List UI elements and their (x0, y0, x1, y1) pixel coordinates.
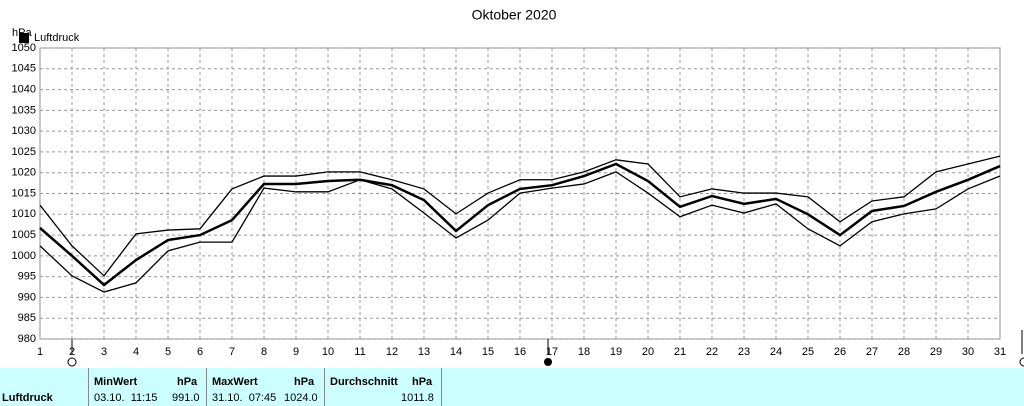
x-tick-label: 4 (133, 346, 139, 358)
min-title: MinWert (94, 376, 138, 388)
separator (88, 368, 89, 406)
y-tick-label: 1050 (12, 42, 36, 54)
x-tick-label: 18 (578, 346, 590, 358)
x-tick-label: 19 (610, 346, 622, 358)
separator (324, 368, 325, 406)
x-tick-label: 30 (962, 346, 974, 358)
legend-label: Luftdruck (34, 32, 80, 44)
y-tick-label: 1035 (12, 104, 36, 116)
x-tick-label: 5 (165, 346, 171, 358)
y-tick-label: 1010 (12, 208, 36, 220)
min-unit: hPa (177, 376, 198, 388)
x-tick-label: 24 (770, 346, 782, 358)
x-tick-label: 20 (642, 346, 654, 358)
x-tick-label: 17 (546, 346, 558, 358)
x-tick-label: 8 (261, 346, 267, 358)
x-tick-label: 3 (101, 346, 107, 358)
moon-icon (544, 358, 552, 366)
max-value: 1024.0 (284, 392, 318, 404)
chart: Oktober 2020 hPa 98098599099510001005101… (12, 7, 1024, 367)
max-title: MaxWert (212, 376, 258, 388)
avg-value: 1011.8 (401, 392, 434, 404)
y-tick-label: 980 (18, 333, 36, 345)
separator (206, 368, 207, 406)
row-label: Luftdruck (2, 392, 53, 404)
x-tick-label: 1 (37, 346, 43, 358)
x-tick-label: 31 (994, 346, 1006, 358)
x-tick-label: 21 (674, 346, 686, 358)
x-tick-label: 25 (802, 346, 814, 358)
x-tick-label: 22 (706, 346, 718, 358)
x-tick-label: 6 (197, 346, 203, 358)
x-tick-label: 23 (738, 346, 750, 358)
summary-table: Luftdruck MinWert hPa 03.10. 11:15 991.0… (0, 368, 1024, 406)
legend-swatch (19, 33, 29, 43)
moon-icon (67, 357, 77, 367)
max-time: 31.10. 07:45 (212, 392, 277, 404)
y-tick-label: 1040 (12, 83, 36, 95)
x-tick-label: 12 (386, 346, 398, 358)
max-unit: hPa (294, 376, 315, 388)
x-tick-label: 29 (930, 346, 942, 358)
series-line (39, 162, 1001, 287)
separator (441, 368, 442, 406)
x-tick-label: 7 (229, 346, 235, 358)
min-value: 991.0 (172, 392, 200, 404)
y-tick-label: 1005 (12, 229, 36, 241)
y-tick-label: 1015 (12, 187, 36, 199)
y-tick-label: 985 (18, 312, 36, 324)
y-tick-label: 1030 (12, 125, 36, 137)
y-tick-label: 1020 (12, 167, 36, 179)
avg-unit: hPa (412, 376, 433, 388)
series-line (39, 155, 1001, 277)
y-tick-label: 1025 (12, 146, 36, 158)
x-tick-label: 13 (418, 346, 430, 358)
x-tick-label: 26 (834, 346, 846, 358)
x-tick-label: 27 (866, 346, 878, 358)
x-tick-label: 10 (322, 346, 334, 358)
y-tick-label: 990 (18, 291, 36, 303)
x-tick-label: 15 (482, 346, 494, 358)
x-tick-label: 14 (450, 346, 462, 358)
x-tick-label: 16 (514, 346, 526, 358)
x-tick-label: 11 (354, 346, 365, 358)
series-line (39, 171, 1001, 293)
x-tick-label: 28 (898, 346, 910, 358)
y-tick-label: 1000 (12, 250, 36, 262)
moon-icon (1019, 357, 1024, 367)
avg-title: Durchschnitt (330, 376, 398, 388)
chart-title: Oktober 2020 (472, 7, 557, 23)
y-tick-label: 1045 (12, 63, 36, 75)
x-tick-label: 2 (69, 346, 75, 358)
x-tick-label: 9 (293, 346, 299, 358)
min-time: 03.10. 11:15 (94, 392, 158, 404)
y-tick-label: 995 (18, 271, 36, 283)
